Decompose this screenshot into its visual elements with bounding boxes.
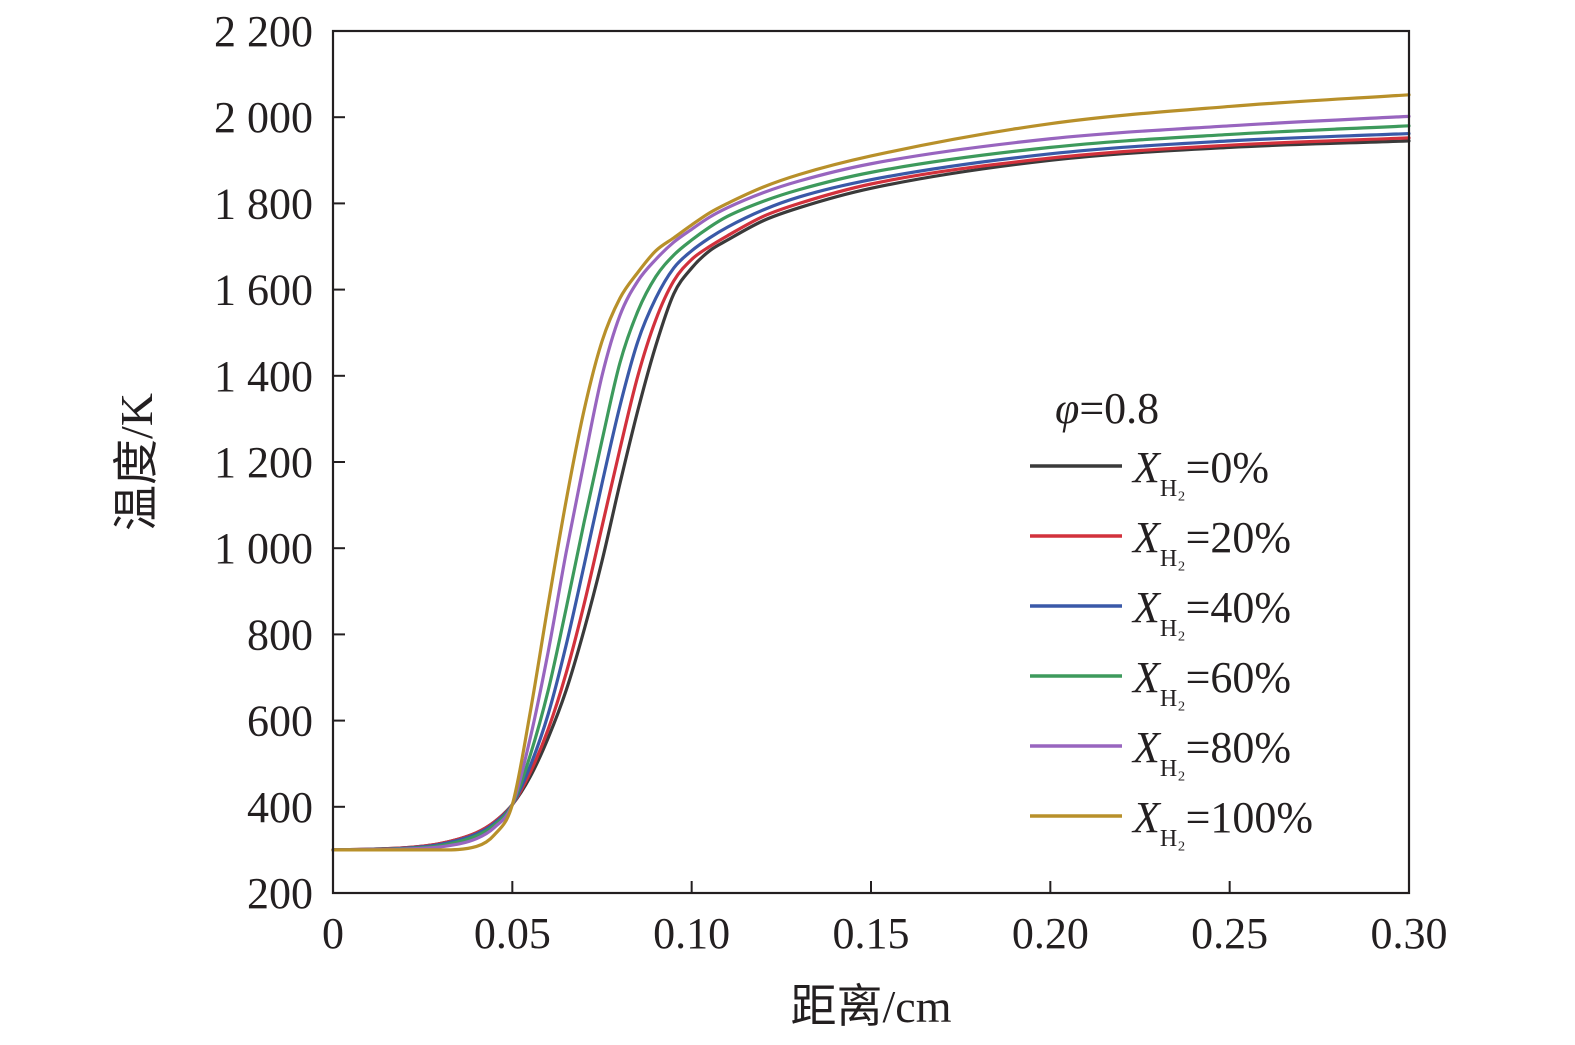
legend-label-4: XH₂=80% (1131, 723, 1291, 782)
x-axis-label: 距离/cm (791, 981, 952, 1032)
series-line-4 (331, 114, 1411, 852)
series-line-3 (331, 124, 1411, 852)
legend: φ=0.8 XH₂=0% XH₂=20% XH₂=40% XH₂=60% XH₂=80%… (1030, 384, 1313, 852)
y-tick-label: 1 800 (214, 179, 313, 228)
x-tick-label: 0.10 (653, 909, 730, 958)
legend-label-3: XH₂=60% (1131, 653, 1291, 712)
y-axis-label: 温度/K (111, 393, 162, 531)
ticks-layer: 0 0.05 0.10 0.15 0.20 0.25 0.30 200 400 600 800 1 0… (214, 7, 1448, 958)
series-line-5 (331, 93, 1411, 852)
legend-label-0: XH₂=0% (1131, 443, 1269, 502)
y-tick-label: 600 (247, 697, 313, 746)
legend-entries: XH₂=0% XH₂=20% XH₂=40% XH₂=60% XH₂=80% XH₂=10… (1030, 443, 1313, 852)
x-tick-label: 0 (322, 909, 344, 958)
y-tick-label: 1 400 (214, 352, 313, 401)
legend-title: φ=0.8 (1055, 384, 1159, 433)
y-tick-label: 1 600 (214, 266, 313, 315)
legend-label-1: XH₂=20% (1131, 513, 1291, 572)
x-tick-label: 0.30 (1371, 909, 1448, 958)
y-tick-label: 1 200 (214, 438, 313, 487)
y-tick-label: 1 000 (214, 524, 313, 573)
x-tick-label: 0.05 (474, 909, 551, 958)
legend-title-symbol: φ (1055, 384, 1079, 433)
x-tick-label: 0.20 (1012, 909, 1089, 958)
y-tick-label: 2 200 (214, 7, 313, 56)
y-tick-label: 400 (247, 783, 313, 832)
legend-label-2: XH₂=40% (1131, 583, 1291, 642)
y-tick-label: 200 (247, 869, 313, 918)
y-tick-label: 800 (247, 610, 313, 659)
x-tick-label: 0.15 (833, 909, 910, 958)
x-tick-label: 0.25 (1191, 909, 1268, 958)
legend-label-5: XH₂=100% (1131, 793, 1313, 852)
y-tick-label: 2 000 (214, 93, 313, 142)
series-layer (331, 93, 1411, 852)
legend-title-value: =0.8 (1079, 384, 1159, 433)
